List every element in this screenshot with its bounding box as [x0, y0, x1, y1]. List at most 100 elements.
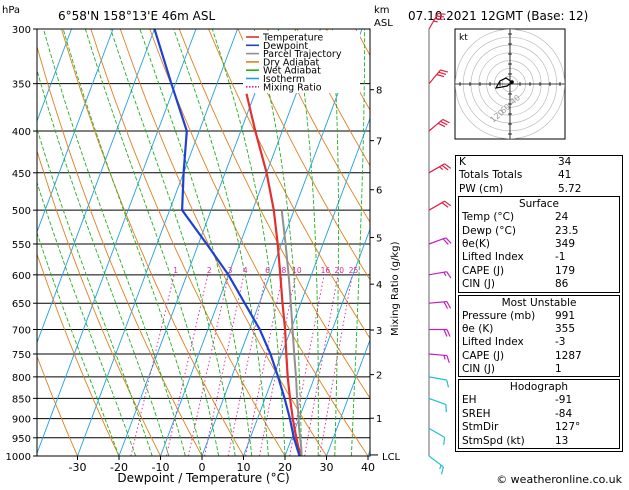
most-unstable-value: 991 [555, 310, 615, 323]
most-unstable-title: Most Unstable [459, 296, 619, 310]
index-value: 41 [558, 169, 618, 182]
surface-value: 349 [555, 238, 615, 251]
wind-barb [429, 162, 451, 179]
barb-flag [447, 330, 450, 337]
most-unstable-value: 1 [555, 363, 615, 376]
index-label: PW (cm) [459, 183, 503, 196]
temperature-tick-label: -30 [69, 461, 87, 474]
hodograph-title: Hodograph [459, 380, 619, 394]
barb-shaft [429, 428, 445, 437]
hodograph-unit: kt [459, 33, 468, 43]
pressure-tick-label: 550 [12, 240, 31, 251]
mixing-ratio-line [228, 275, 266, 456]
barb-shaft [429, 398, 446, 404]
most-unstable-label: Pressure (mb) [462, 310, 535, 323]
hodograph-stat-label: SREH [462, 408, 491, 421]
pressure-tick-label: 650 [12, 299, 31, 310]
hodograph-stat-row: EH -91 [459, 394, 619, 407]
pressure-tick-label: 450 [12, 169, 31, 180]
most-unstable-row: Lifted Index-3 [459, 336, 619, 349]
mixing-ratio-line [320, 275, 353, 456]
km-tick-label: 4 [376, 280, 382, 291]
mixing-ratio-value-label: 6 [265, 266, 270, 275]
wind-barb [429, 68, 448, 89]
mixing-ratio-value-label: 16 [321, 266, 331, 275]
unit-asl-label: ASL [374, 18, 393, 29]
wet-adiabat-line [63, 29, 202, 456]
surface-label: Temp (°C) [462, 211, 514, 224]
index-row: Totals Totals 41 [456, 169, 622, 182]
temperature-tick-label: 40 [361, 461, 375, 474]
most-unstable-label: CIN (J) [462, 363, 495, 376]
dry-adiabat-line [91, 29, 285, 456]
most-unstable-label: Lifted Index [462, 336, 524, 349]
barb-flag [444, 405, 449, 413]
barb-shaft [429, 377, 447, 380]
pressure-tick-label: 350 [12, 80, 31, 91]
mixing-ratio-value-label: 1 [173, 266, 178, 275]
lcl-label: LCL [382, 452, 401, 463]
hodograph-stat-value: -84 [555, 408, 615, 421]
unit-hpa-label: hPa [2, 5, 20, 16]
pressure-tick-label: 900 [12, 415, 31, 426]
mixing-ratio-value-label: 3 [228, 266, 233, 275]
wind-barb [429, 301, 451, 310]
barb-flag [445, 162, 451, 170]
index-row: PW (cm)5.72 [456, 183, 622, 196]
copyright: © weatheronline.co.uk [496, 473, 622, 486]
mixing-ratio-axis-label: Mixing Ratio (g/kg) [390, 241, 401, 336]
isotherm-line [119, 29, 279, 456]
mixing-ratio-value-label: 20 [334, 266, 344, 275]
hodograph-stat-value: -91 [555, 394, 615, 407]
index-label: K [459, 156, 466, 169]
wet-adiabat-line [174, 29, 269, 456]
km-tick-label: 7 [376, 137, 382, 148]
barb-half [439, 166, 442, 170]
surface-label: θe(K) [462, 238, 490, 251]
hodograph-stat-label: EH [462, 394, 477, 407]
mixing-ratio-value-label: 10 [292, 266, 302, 275]
x-axis-title: Dewpoint / Temperature (°C) [117, 471, 289, 485]
barb-flag [446, 356, 450, 363]
pressure-tick-label: 300 [12, 25, 31, 36]
surface-label: Dewp (°C) [462, 225, 516, 238]
pressure-tick-label: 600 [12, 271, 31, 282]
surface-label: CAPE (J) [462, 265, 504, 278]
wind-barb [429, 237, 451, 251]
wet-adiabat-line [351, 29, 364, 456]
isotherm-line [0, 29, 72, 456]
wind-barb [428, 354, 450, 363]
pressure-tick-label: 800 [12, 373, 31, 384]
hodograph-stat-label: StmDir [462, 421, 498, 434]
location-title: 6°58'N 158°13'E 46m ASL [58, 9, 215, 23]
pressure-tick-label: 500 [12, 206, 31, 217]
pressure-tick-label: 400 [12, 127, 31, 138]
temperature-tick-label: 30 [320, 461, 334, 474]
mixing-ratio-value-label: 8 [282, 266, 287, 275]
surface-row: Lifted Index-1 [459, 251, 619, 264]
surface-row: θe(K) 349 [459, 238, 619, 251]
wind-barb [425, 456, 446, 474]
isotherm-line [78, 29, 238, 456]
mixing-ratio-value-label: 4 [243, 266, 248, 275]
surface-row: CIN (J)86 [459, 278, 619, 291]
most-unstable-label: θe (K) [462, 323, 493, 336]
km-tick-label: 5 [376, 233, 382, 244]
km-tick-label: 8 [376, 86, 382, 97]
mixing-ratio-line [205, 275, 244, 456]
wind-barb [429, 200, 451, 217]
pressure-tick-label: 950 [12, 434, 31, 445]
most-unstable-row: CAPE (J)1287 [459, 350, 619, 363]
barb-flag [446, 380, 450, 387]
surface-row: Dewp (°C)23.5 [459, 225, 619, 238]
index-label: Totals Totals [459, 169, 522, 182]
mixing-ratio-value-label: 25 [349, 266, 359, 275]
barb-flag [445, 200, 451, 208]
